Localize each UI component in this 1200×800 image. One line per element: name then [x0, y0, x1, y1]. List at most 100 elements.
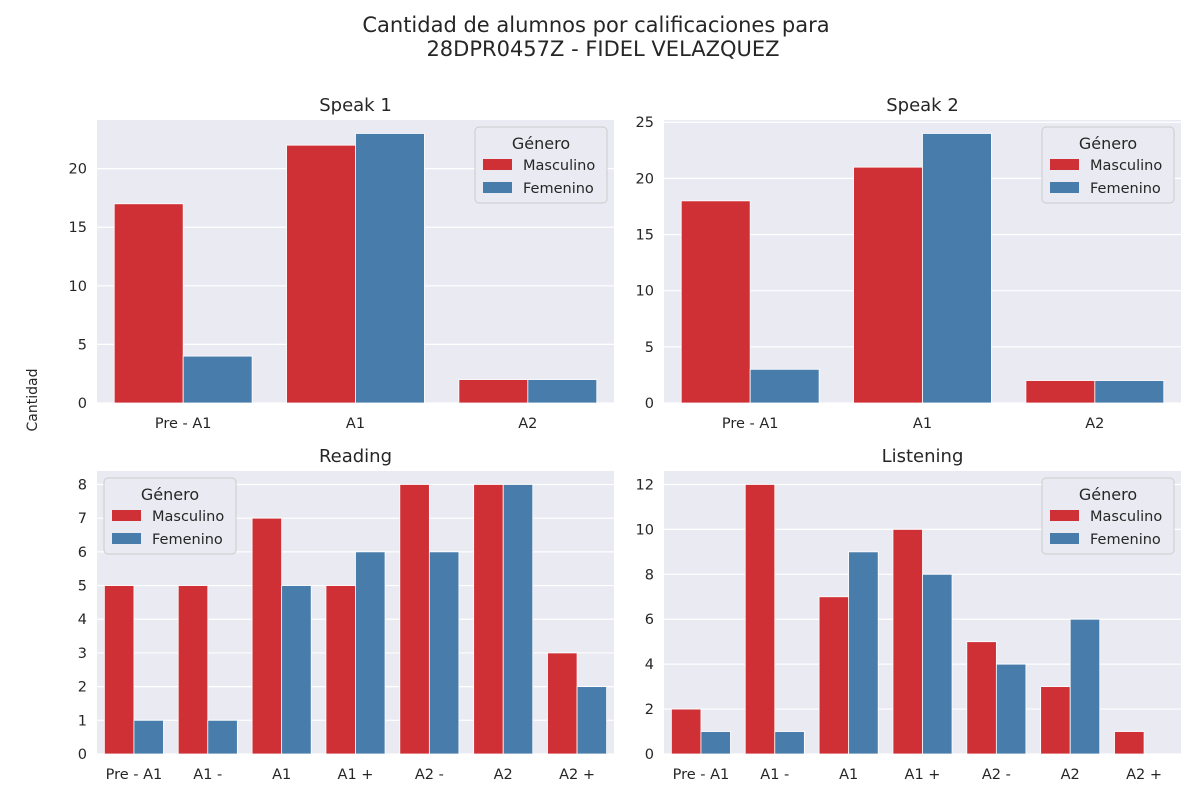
- subplot-1: 0 5 10 15 20 Pre - A1 A1 A2 Speak 1 Género Masculi…: [69, 95, 614, 432]
- bar-femenino-1: [133, 719, 164, 755]
- x-tick-label: A2 -: [982, 767, 1011, 783]
- y-axis-label: Cantidad: [25, 369, 41, 432]
- y-tick-label: 10: [69, 279, 87, 295]
- bar-femenino-4: [922, 573, 953, 755]
- y-tick-label: 6: [645, 612, 654, 628]
- bar-femenino-5: [995, 663, 1027, 755]
- bar-femenino-5: [428, 551, 460, 755]
- y-tick-label: 0: [78, 396, 87, 412]
- x-tick-label: Pre - A1: [106, 767, 163, 783]
- x-tick-label: Pre - A1: [673, 767, 730, 783]
- figure-title-line1: Cantidad de alumnos por calificaciones p…: [362, 13, 829, 37]
- bar-femenino-1: [182, 355, 253, 404]
- y-tick-label: 0: [645, 747, 654, 763]
- y-tick-label: 2: [78, 680, 87, 696]
- x-tick-label: A2 -: [415, 767, 444, 783]
- x-tick-label: A1: [839, 767, 858, 783]
- legend-label-femenino: Femenino: [1090, 181, 1161, 197]
- bar-femenino-1: [749, 368, 820, 404]
- bar-masculino-3: [818, 596, 850, 755]
- y-tick-label: 8: [78, 477, 87, 493]
- subplot-title: Speak 2: [886, 95, 959, 116]
- bar-masculino-4: [325, 585, 356, 755]
- legend-swatch-masculino: [1050, 510, 1079, 521]
- legend-label-masculino: Masculino: [1090, 509, 1162, 525]
- bar-masculino-7: [1114, 731, 1145, 755]
- y-tick-label: 4: [645, 657, 654, 673]
- bar-masculino-3: [458, 379, 529, 404]
- y-tick-label: 1: [78, 713, 87, 729]
- bar-masculino-2: [853, 166, 923, 404]
- x-tick-label: A2 +: [559, 767, 595, 783]
- legend-swatch-femenino: [1050, 533, 1079, 544]
- legend-label-femenino: Femenino: [1090, 532, 1161, 548]
- legend: Género Masculino Femenino: [1041, 477, 1175, 555]
- x-tick-label: A1 -: [193, 767, 222, 783]
- y-tick-label: 20: [636, 171, 654, 187]
- bar-femenino-6: [1069, 618, 1101, 755]
- bar-femenino-2: [774, 731, 805, 755]
- legend-swatch-masculino: [112, 510, 141, 521]
- legend-swatch-masculino: [483, 159, 512, 170]
- legend-title: Género: [1079, 134, 1137, 153]
- bar-masculino-1: [670, 708, 702, 755]
- legend-title: Género: [141, 485, 199, 504]
- legend-swatch-masculino: [1050, 159, 1079, 170]
- x-tick-label: A1 -: [760, 767, 789, 783]
- bar-masculino-2: [286, 144, 356, 404]
- x-tick-label: A2: [518, 416, 537, 432]
- y-tick-label: 8: [645, 567, 654, 583]
- legend-title: Género: [1079, 485, 1137, 504]
- bar-masculino-2: [744, 484, 776, 755]
- y-tick-label: 0: [645, 396, 654, 412]
- subplot-title: Speak 1: [319, 95, 392, 116]
- bar-masculino-2: [177, 585, 209, 755]
- bar-masculino-1: [680, 200, 751, 404]
- y-tick-label: 10: [636, 284, 654, 300]
- subplot-title: Reading: [319, 446, 392, 467]
- legend: Género Masculino Femenino: [474, 126, 608, 204]
- bar-masculino-5: [966, 641, 997, 755]
- y-tick-label: 2: [645, 702, 654, 718]
- bar-masculino-1: [103, 585, 135, 755]
- y-tick-label: 3: [78, 646, 87, 662]
- y-tick-label: 5: [645, 340, 654, 356]
- bar-masculino-1: [113, 203, 184, 404]
- y-tick-label: 15: [69, 220, 87, 236]
- bar-masculino-3: [1025, 380, 1096, 404]
- bar-femenino-7: [576, 686, 608, 755]
- legend-label-femenino: Femenino: [523, 181, 594, 197]
- y-tick-label: 20: [69, 162, 87, 178]
- legend-swatch-femenino: [483, 182, 512, 193]
- y-tick-label: 4: [78, 612, 87, 628]
- x-tick-label: A2: [1061, 767, 1080, 783]
- x-tick-label: A2: [1085, 416, 1104, 432]
- bar-femenino-3: [281, 585, 312, 755]
- bar-femenino-3: [848, 551, 879, 755]
- x-tick-label: A1: [346, 416, 365, 432]
- y-tick-label: 15: [636, 228, 654, 244]
- bar-masculino-3: [251, 517, 283, 755]
- legend-swatch-femenino: [112, 533, 141, 544]
- subplot-3: 0 1 2 3 4 5 6 7 8 Pre - A1 A1 - A1 A1 + A2 - A2 A2 + Rea…: [78, 446, 614, 783]
- bar-masculino-5: [399, 484, 430, 755]
- legend-label-masculino: Masculino: [523, 158, 595, 174]
- bar-masculino-4: [892, 528, 923, 755]
- figure-title-line2: 28DPR0457Z - FIDEL VELAZQUEZ: [426, 37, 779, 61]
- y-tick-label: 10: [636, 522, 654, 538]
- bar-femenino-2: [207, 719, 238, 755]
- bar-femenino-6: [502, 484, 534, 755]
- bar-femenino-3: [1094, 380, 1165, 404]
- x-tick-label: Pre - A1: [722, 416, 779, 432]
- legend-label-masculino: Masculino: [152, 509, 224, 525]
- bar-femenino-1: [700, 731, 731, 755]
- subplot-4: 0 2 4 6 8 10 12 Pre - A1 A1 - A1 A1 + A2 - A2 A2 + Lis…: [636, 446, 1181, 783]
- x-tick-label: A1 +: [338, 767, 374, 783]
- subplot-title: Listening: [882, 446, 964, 467]
- legend-label-femenino: Femenino: [152, 532, 223, 548]
- bar-femenino-3: [527, 379, 598, 404]
- bar-masculino-7: [547, 652, 578, 755]
- y-tick-label: 0: [78, 747, 87, 763]
